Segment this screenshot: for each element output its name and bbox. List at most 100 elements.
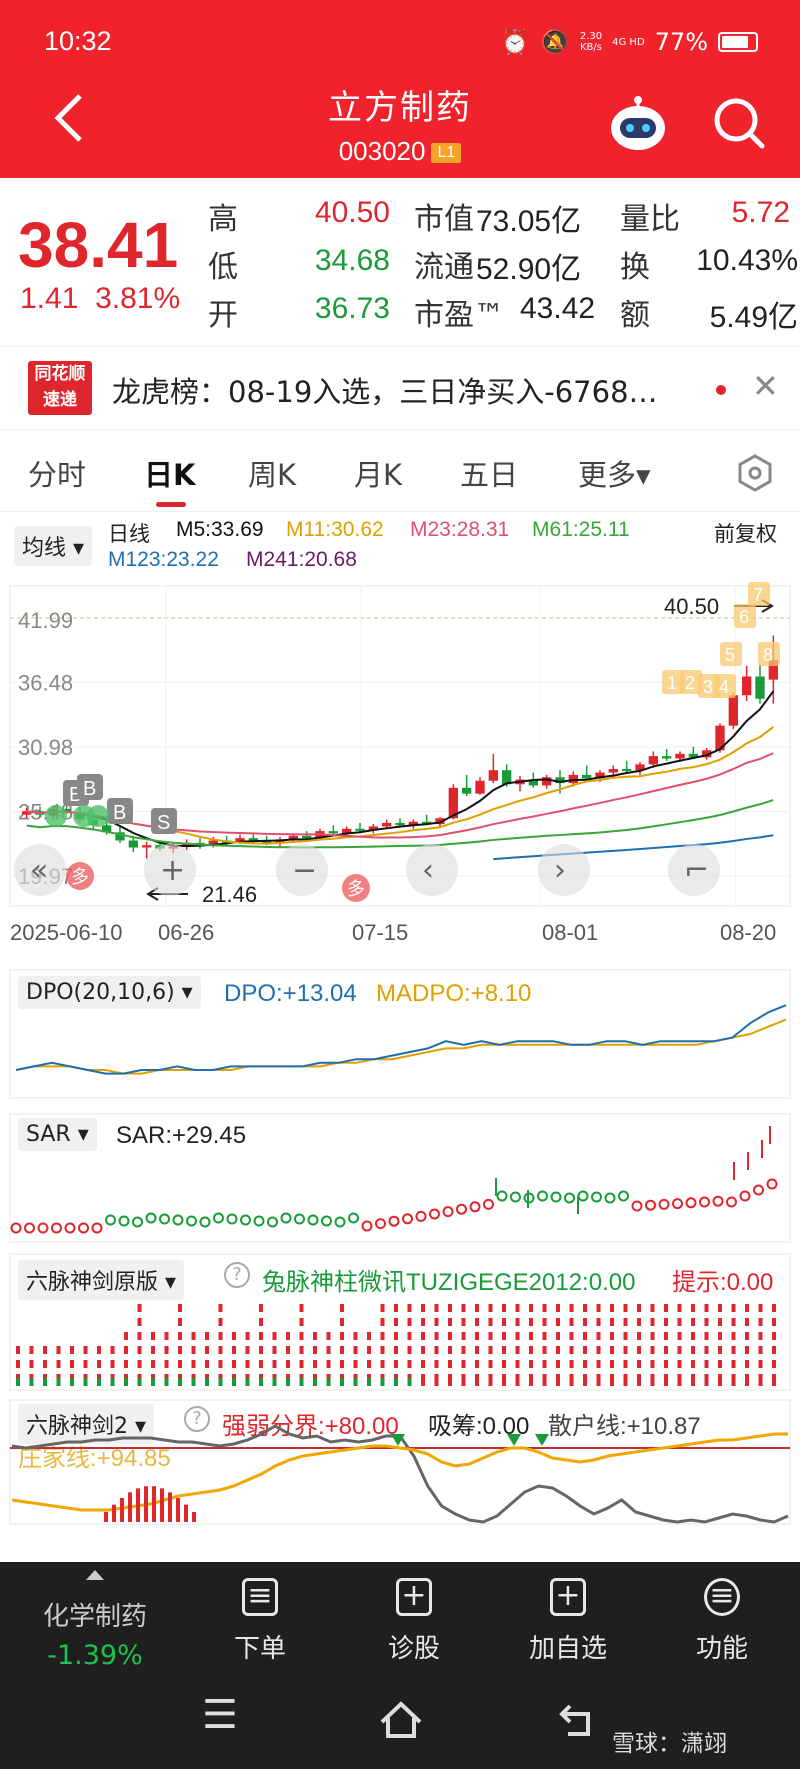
lmsj-cell <box>691 1304 695 1312</box>
period-tabs: 分时 日K 周K 月K 五日 更多▾ <box>0 432 800 512</box>
diagnose-button[interactable]: + 诊股 <box>387 1578 440 1664</box>
tab-monthly-k[interactable]: 月K <box>354 458 403 492</box>
lmsj-cell <box>259 1332 263 1340</box>
lmsj-cell <box>16 1304 20 1312</box>
turnover-value: 10.43% <box>696 244 798 277</box>
status-icons: ⏰ 🔕 2.30 KB/s 4G HD 77% <box>500 28 758 56</box>
low-price-label: 21.46 <box>202 882 257 907</box>
lmsj-cell <box>772 1360 776 1368</box>
lmsj-base <box>772 1378 776 1386</box>
order-button[interactable]: ≡ 下单 <box>233 1578 286 1664</box>
dpo-chart[interactable] <box>0 966 800 1102</box>
number-marker: 7 <box>753 585 763 605</box>
close-icon[interactable]: ✕ <box>752 367 779 405</box>
settings-hexagon-icon[interactable] <box>736 454 774 496</box>
tab-more[interactable]: 更多▾ <box>578 458 651 492</box>
signal-dot <box>45 805 67 827</box>
unread-dot <box>716 385 726 395</box>
lmsj2-chart[interactable] <box>0 1396 800 1528</box>
ma23-legend: M23:28.31 <box>410 518 510 541</box>
sar-dot <box>159 1213 170 1225</box>
candle-body <box>302 835 312 839</box>
lmsj-base <box>583 1378 587 1386</box>
ma-line-m123 <box>493 834 774 861</box>
lmsj-cell <box>569 1346 574 1354</box>
lmsj-cell <box>192 1318 196 1326</box>
lmsj-cell <box>367 1332 371 1340</box>
amount-value: 5.49亿 <box>709 301 798 334</box>
sar-dot <box>577 1190 589 1202</box>
ma-selector[interactable]: 均线 ▾ <box>14 526 93 566</box>
candle-body <box>622 769 632 772</box>
sar-dot <box>213 1212 224 1224</box>
lmsj-chart[interactable] <box>0 1250 800 1394</box>
nav-home-icon[interactable] <box>378 1700 424 1744</box>
nav-menu-icon[interactable]: ☰ <box>202 1692 238 1738</box>
lmsj-cell <box>488 1304 493 1312</box>
lmsj-cell <box>475 1332 479 1340</box>
lmsj-cell <box>43 1318 47 1326</box>
back-icon[interactable] <box>54 92 84 148</box>
kline-chart[interactable]: 41.9936.4830.9825.4819.9740.5021.46BBBS多… <box>0 576 800 952</box>
amount-label: 额 <box>620 298 650 333</box>
lmsj-cell <box>448 1360 452 1368</box>
lmsj-cell <box>273 1318 277 1326</box>
tab-intraday[interactable]: 分时 <box>28 458 87 492</box>
help-icon[interactable]: ? <box>224 1262 250 1288</box>
absorb-bar <box>112 1504 116 1522</box>
overlay-icon: − <box>292 853 317 888</box>
lmsj-cell <box>407 1318 412 1326</box>
sar-dot <box>334 1216 346 1228</box>
lmsj-cell <box>16 1318 20 1326</box>
tab-five-day[interactable]: 五日 <box>460 458 519 492</box>
lmsj-cell <box>340 1304 344 1312</box>
lmsj2-selector[interactable]: 六脉神剑2 ▾ <box>18 1404 155 1444</box>
lmsj-base <box>245 1378 250 1386</box>
overlay-icon: › <box>554 853 566 888</box>
tab-weekly-k[interactable]: 周K <box>248 458 297 492</box>
expand-up-icon[interactable] <box>86 1570 104 1580</box>
news-text[interactable]: 龙虎榜：08-19入选，三日净买入-6768… <box>112 375 658 409</box>
sar-chart[interactable] <box>0 1110 800 1246</box>
lmsj-cell <box>205 1332 209 1340</box>
lmsj-base <box>677 1378 682 1386</box>
sar-dot <box>37 1222 49 1234</box>
lmsj-cell <box>97 1318 101 1326</box>
lmsj-cell <box>758 1304 763 1312</box>
y-tick-label: 36.48 <box>18 671 73 696</box>
search-icon[interactable] <box>712 96 768 156</box>
lmsj-cell <box>259 1318 263 1326</box>
lmsj-cell <box>731 1304 736 1312</box>
lmsj-cell <box>137 1332 142 1340</box>
lmsj-cell <box>191 1346 196 1354</box>
lmsj-base <box>191 1378 196 1386</box>
candle-body <box>288 835 298 840</box>
adjust-mode[interactable]: 前复权 <box>714 523 777 546</box>
lmsj-base <box>731 1378 736 1386</box>
sar-dot <box>24 1222 35 1234</box>
lmsj-base <box>299 1378 304 1386</box>
lmsj-cell <box>272 1332 277 1340</box>
sector-name[interactable]: 化学制药 <box>42 1602 147 1632</box>
sar-selector[interactable]: SAR ▾ <box>18 1118 97 1151</box>
help-icon-2[interactable]: ? <box>184 1406 210 1432</box>
dpo-selector[interactable]: DPO(20,10,6) ▾ <box>18 976 201 1009</box>
buy-marker-bg <box>77 774 103 800</box>
nav-back-icon[interactable] <box>558 1702 598 1742</box>
function-button[interactable]: ≡ 功能 <box>695 1578 748 1664</box>
lmsj-cell <box>272 1346 277 1354</box>
lmsj-cell <box>178 1332 182 1340</box>
absorb-bar <box>192 1512 196 1522</box>
lmsj-cell <box>596 1360 601 1368</box>
lmsj-cell <box>758 1360 763 1368</box>
robot-assistant-icon[interactable] <box>606 92 670 160</box>
add-watchlist-button[interactable]: + 加自选 <box>528 1578 607 1664</box>
signal-triangle <box>507 1434 521 1446</box>
news-ticker[interactable]: 同花顺 速递 龙虎榜：08-19入选，三日净买入-6768… ✕ <box>0 346 800 430</box>
tab-daily-k[interactable]: 日K <box>144 458 196 492</box>
lmsj-cell <box>475 1360 479 1368</box>
lmsj-cell <box>718 1304 722 1312</box>
lmsj-base <box>124 1378 128 1386</box>
lmsj-cell <box>70 1332 74 1340</box>
lmsj-selector[interactable]: 六脉神剑原版 ▾ <box>18 1260 185 1300</box>
